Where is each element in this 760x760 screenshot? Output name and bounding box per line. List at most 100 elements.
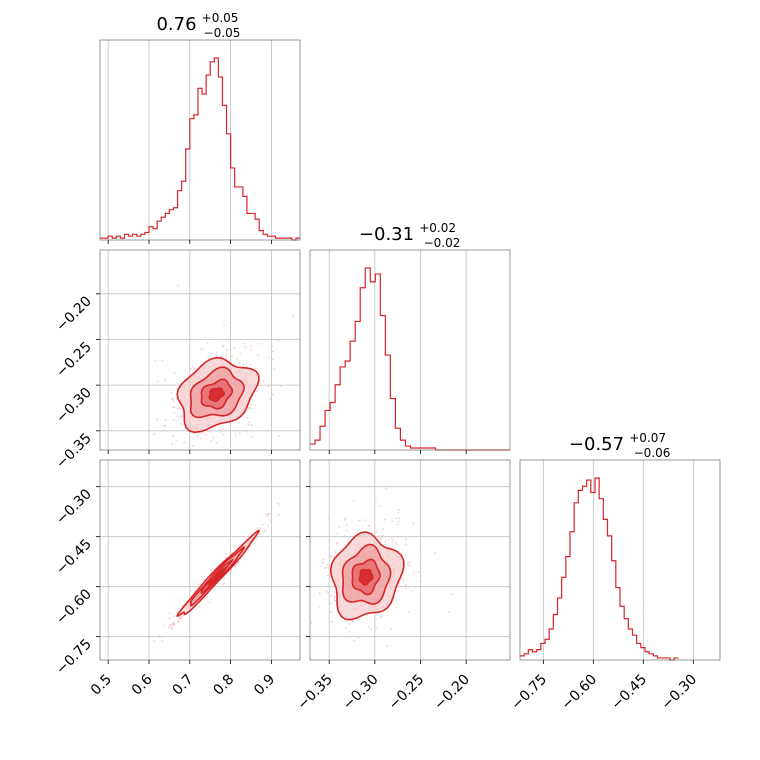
pair-3-2-sample-point (334, 591, 337, 594)
pair-3-1-sample-point (267, 524, 270, 527)
pair-2-1-sample-point (273, 368, 276, 370)
hist3-xtick-label: −0.45 (609, 672, 651, 714)
pair-3-2-sample-point (304, 603, 306, 605)
pair-3-2-sample-point (344, 627, 347, 630)
pair-2-1-sample-point (249, 363, 252, 366)
pair-2-1-sample-point (225, 357, 228, 359)
pair-2-1-sample-point (268, 356, 271, 359)
pair-3-1-sample-point (253, 540, 255, 543)
pair-3-2-sample-point (330, 611, 332, 613)
pair-3-1-sample-point (153, 640, 156, 643)
pair-3-2-sample-point (373, 521, 376, 524)
pair-3-2-sample-point (379, 616, 381, 619)
pair-3-2-sample-point (398, 509, 401, 511)
pair-3-2-sample-point (384, 518, 386, 521)
pair-3-1-sample-point (168, 612, 171, 615)
hist1-frame (99, 39, 301, 241)
pair-3-2-sample-point (406, 563, 409, 566)
pair-3-2-sample-point (405, 538, 408, 540)
pair-3-1-marks (153, 502, 281, 643)
pair-3-1-sample-point (178, 617, 181, 620)
pair-3-2-sample-point (345, 529, 348, 532)
pair-3-1-sample-point (196, 583, 199, 585)
pair-3-2-sample-point (326, 591, 328, 593)
pair-3-2-sample-point (334, 595, 336, 598)
panel-hist-param2: −0.31 +0.02 −0.02 (309, 221, 511, 454)
panel-hist-param1: 0.76 +0.05 −0.05 (99, 11, 301, 244)
pair-3-2-sample-point (322, 558, 325, 561)
pair-3-1-sample-point (269, 512, 271, 515)
pair-3-2-sample-point (338, 526, 341, 528)
pair-2-1-frame (99, 249, 301, 451)
pair-3-2-sample-point (396, 523, 399, 525)
pair-3-2-sample-point (405, 584, 407, 586)
hist1-title-minus: −0.05 (204, 26, 241, 40)
pair-3-2-sample-point (375, 500, 377, 503)
pair-3-1-sample-point (161, 640, 164, 643)
pair-2-1-sample-point (249, 407, 251, 409)
pair-2-1-sample-point (201, 347, 204, 350)
pair-2-1-sample-point (181, 415, 184, 418)
pair-3-2-sample-point (374, 531, 377, 534)
pair-3-2-sample-point (390, 628, 393, 630)
pair-3-1-sample-point (180, 614, 183, 617)
pair-2-1-sample-point (196, 434, 199, 437)
pair-2-1-sample-point (206, 342, 209, 344)
pair-3-1-sample-point (223, 577, 226, 579)
pair-3-2-sample-point (318, 605, 320, 608)
pair-2-1-sample-point (277, 339, 280, 342)
pair-2-1-sample-point (301, 416, 303, 418)
pair-3-2-sample-point (391, 520, 394, 523)
pair-3-2-xtick-label: −0.25 (386, 672, 428, 714)
pair-3-2-sample-point (408, 561, 410, 564)
pair-2-1-sample-point (177, 284, 180, 287)
pair-3-2-sample-point (413, 571, 415, 574)
pair-2-1-sample-point (204, 433, 207, 436)
pair-3-2-sample-point (327, 591, 330, 594)
pair-2-1-sample-point (231, 292, 234, 295)
pair-2-1-ytick-label: −0.30 (53, 385, 95, 427)
pair-3-1-sample-point (269, 519, 272, 522)
hist3-title: −0.57 +0.07 −0.06 (569, 427, 671, 460)
pair-3-2-sample-point (398, 517, 401, 520)
hist1-title-plus: +0.05 (202, 11, 239, 25)
pair-3-2-sample-point (448, 611, 451, 614)
pair-3-1-sample-point (224, 552, 227, 555)
pair-2-1-sample-point (257, 343, 260, 345)
pair-3-1-sample-point (223, 582, 225, 585)
pair-3-1-sample-point (160, 635, 163, 638)
pair-2-1-sample-point (180, 415, 182, 418)
pair-2-1-ytick-label: −0.20 (53, 293, 95, 335)
panel-scatter-param2-vs-param3: −0.35 −0.30 −0.25 −0.20 (294, 459, 511, 714)
hist2-frame (309, 249, 511, 451)
pair-3-1-sample-point (257, 526, 260, 529)
pair-3-1-xtick-label: 0.8 (210, 672, 237, 699)
pair-3-2-sample-point (357, 636, 360, 639)
pair-2-1-sample-point (251, 424, 253, 427)
pair-3-2-sample-point (344, 517, 347, 520)
pair-3-2-sample-point (395, 517, 398, 520)
pair-2-1-sample-point (192, 365, 195, 368)
pair-3-1-sample-point (176, 610, 179, 613)
pair-2-1-sample-point (257, 354, 260, 356)
panel-scatter-param1-vs-param2: −0.20−0.25−0.30−0.35 (53, 249, 303, 472)
pair-3-2-sample-point (390, 537, 393, 540)
pair-2-1-sample-point (262, 380, 265, 382)
pair-3-2-sample-point (348, 623, 351, 625)
pair-2-1-sample-point (250, 407, 253, 410)
pair-3-2-sample-point (329, 594, 332, 597)
pair-3-2-sample-point (336, 532, 339, 535)
pair-3-1-sample-point (259, 533, 261, 536)
pair-3-2-sample-point (329, 602, 332, 605)
pair-2-1-sample-point (178, 407, 181, 410)
pair-3-1-ytick-label: −0.75 (53, 636, 95, 678)
hist3-ticks: −0.75 −0.60 −0.45 −0.30 (509, 660, 700, 714)
pair-2-1-sample-point (255, 367, 257, 370)
pair-2-1-sample-point (219, 430, 222, 433)
hist3-xtick-label: −0.75 (509, 672, 551, 714)
pair-3-2-sample-point (334, 704, 336, 706)
pair-2-1-sample-point (245, 362, 247, 365)
panel-scatter-param1-vs-param3: 0.5 0.6 0.7 0.8 0.9 −0.30 −0.45 −0.60 −0.75 (53, 459, 301, 699)
pair-2-1-sample-point (271, 358, 274, 361)
pair-3-1-sample-point (255, 537, 258, 540)
